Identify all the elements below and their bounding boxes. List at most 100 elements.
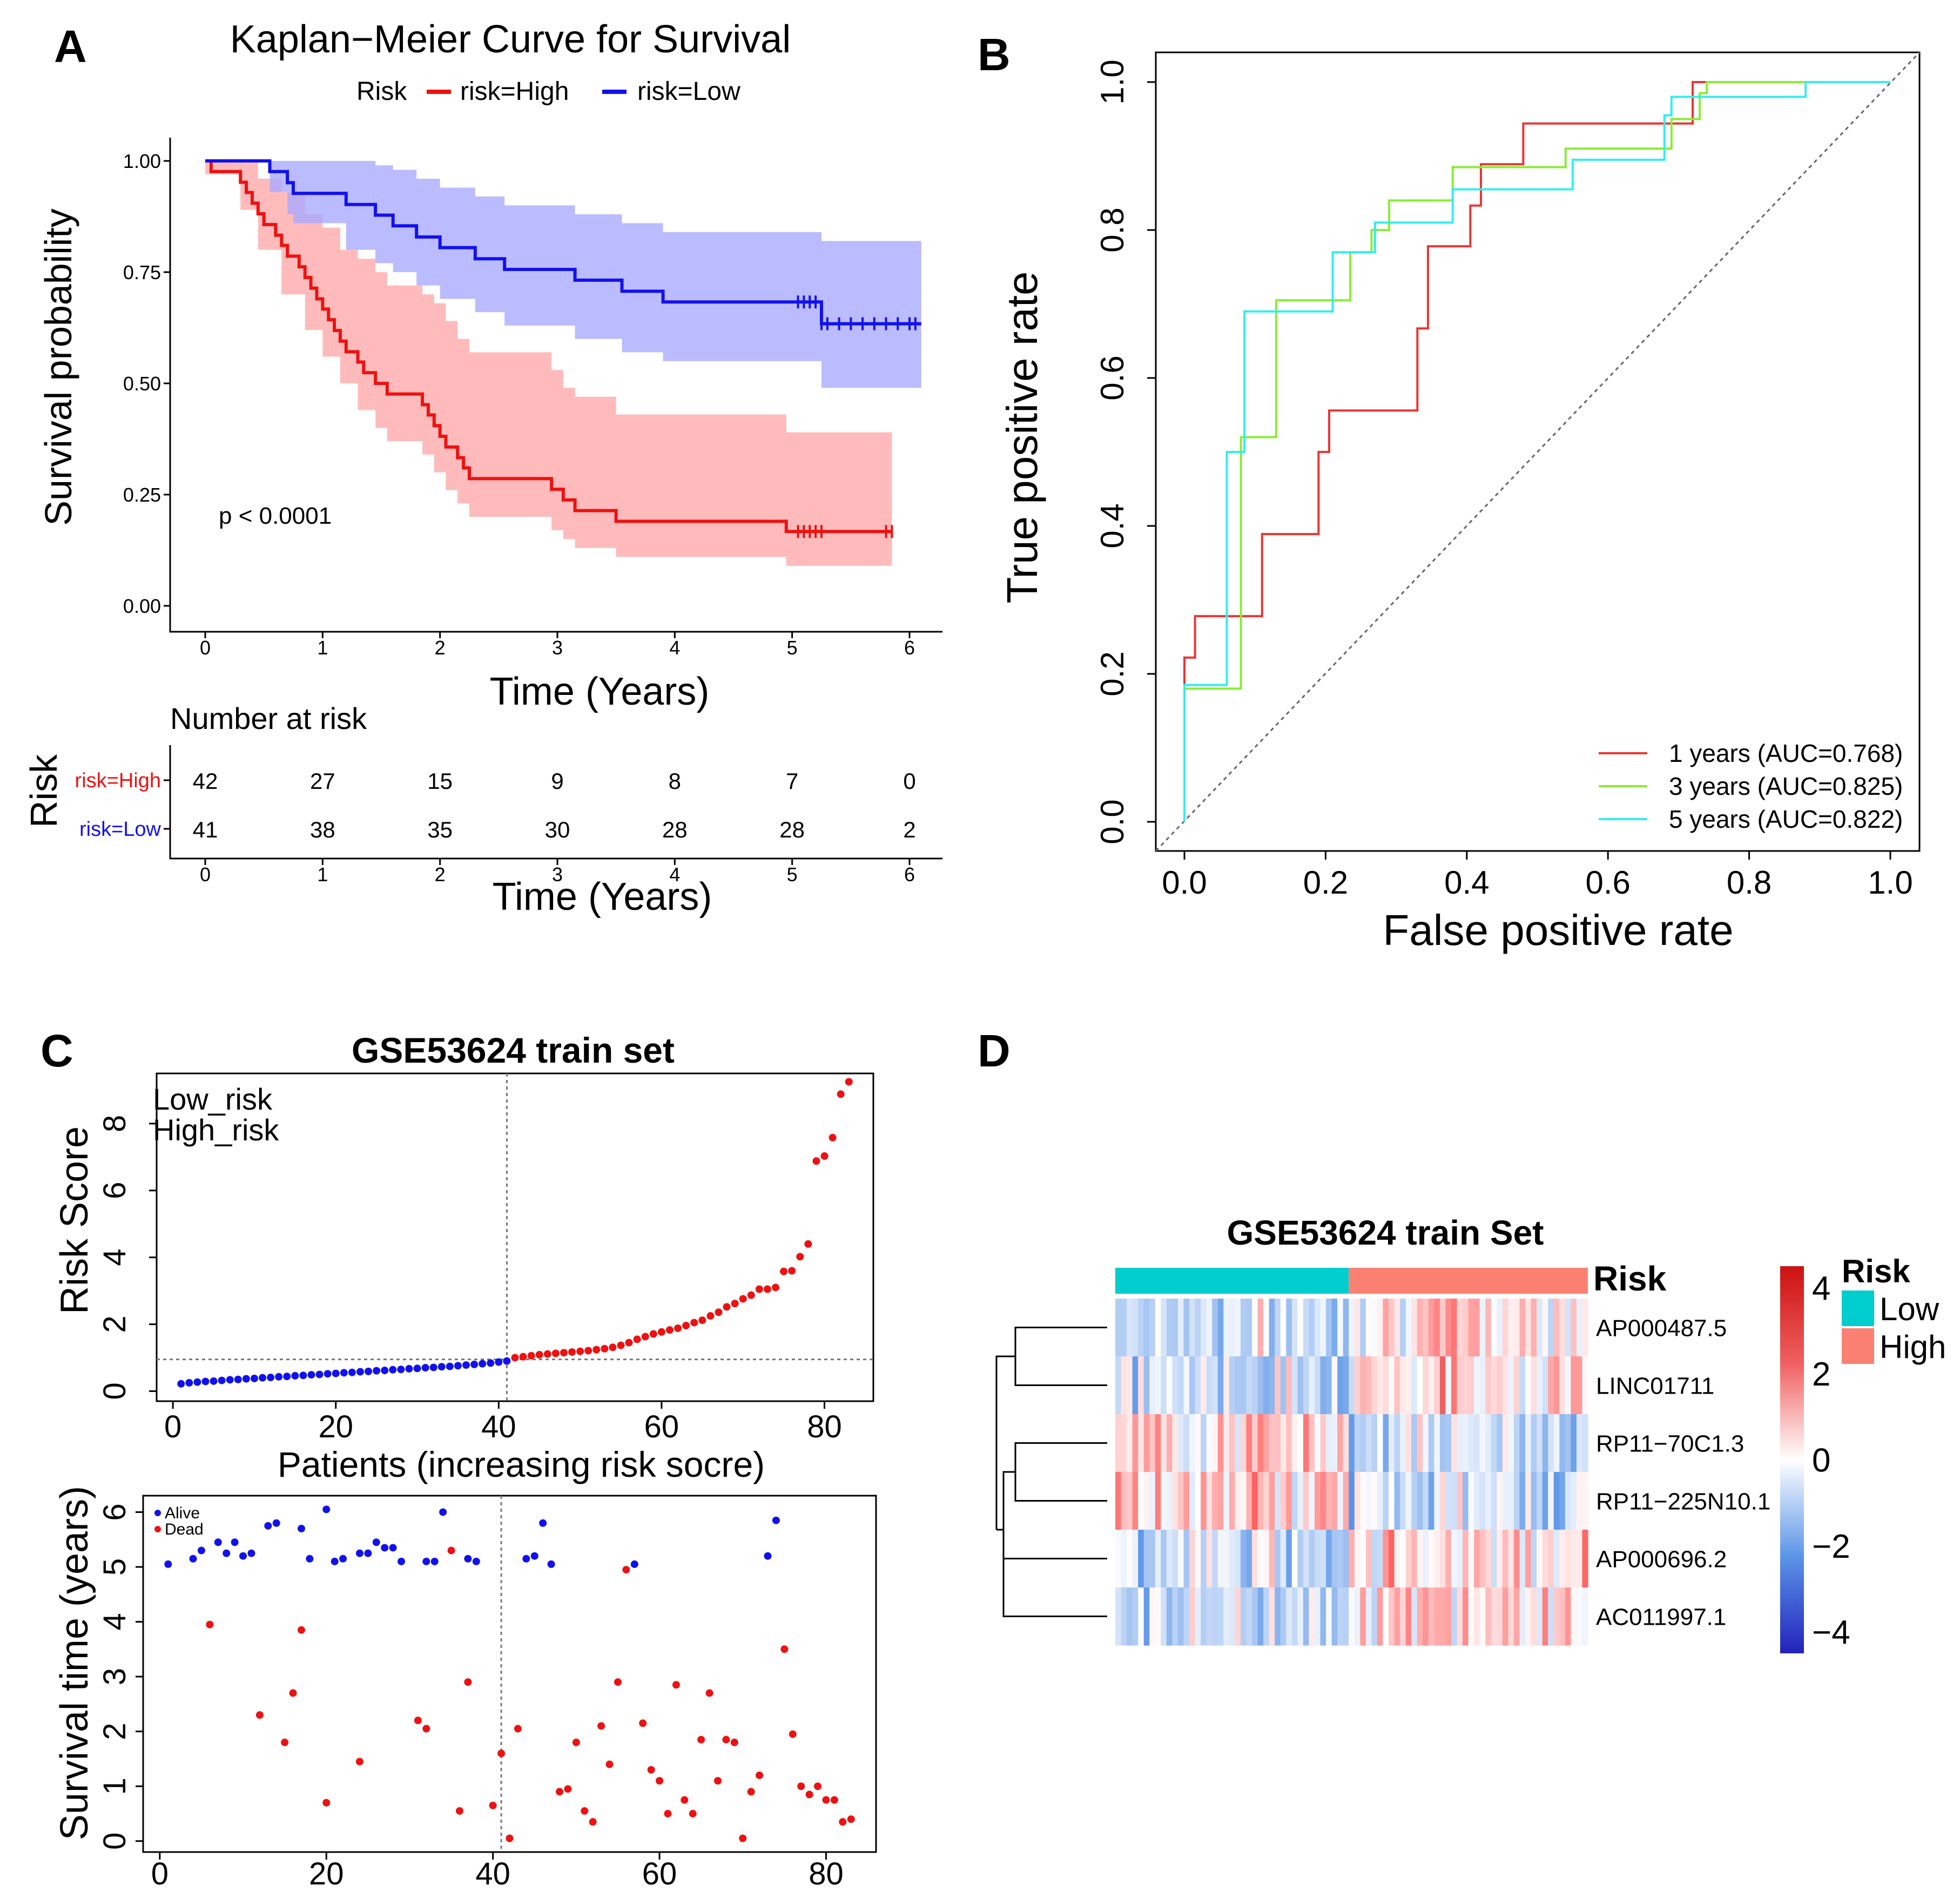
heatmap-cell bbox=[1183, 1356, 1190, 1415]
heatmap-cell bbox=[1389, 1299, 1395, 1357]
heatmap-cell bbox=[1177, 1299, 1184, 1357]
roc-curve-3 bbox=[1183, 81, 1890, 822]
heatmap-cell bbox=[1127, 1414, 1133, 1472]
roc-xtick-label: 0.2 bbox=[1303, 864, 1348, 901]
heatmap-cell bbox=[1206, 1530, 1213, 1588]
heatmap-cell bbox=[1405, 1299, 1412, 1357]
heatmap-cell bbox=[1491, 1356, 1497, 1415]
heatmap-cell bbox=[1354, 1530, 1360, 1588]
heatmap-cell bbox=[1314, 1414, 1321, 1472]
heatmap-cell bbox=[1309, 1472, 1315, 1530]
risk-score-point-low bbox=[201, 1377, 210, 1386]
survival-xtick-label: 80 bbox=[809, 1856, 844, 1891]
heatmap-cell bbox=[1275, 1414, 1281, 1472]
heatmap-cell bbox=[1445, 1587, 1452, 1646]
heatmap-cell bbox=[1121, 1472, 1127, 1530]
heatmap-cell bbox=[1343, 1472, 1349, 1530]
heatmap-cell bbox=[1463, 1414, 1469, 1472]
heatmap-cell bbox=[1423, 1587, 1429, 1646]
heatmap-cell bbox=[1519, 1530, 1526, 1588]
roc-legend-entry: 3 years (AUC=0.825) bbox=[1669, 772, 1903, 800]
survival-point-dead bbox=[747, 1788, 755, 1796]
heatmap-cell bbox=[1235, 1472, 1241, 1530]
heatmap-cell bbox=[1337, 1472, 1344, 1530]
heatmap-cell bbox=[1349, 1356, 1355, 1415]
heatmap-cell bbox=[1394, 1587, 1400, 1646]
survival-point-dead bbox=[681, 1796, 689, 1804]
heatmap-cell bbox=[1331, 1472, 1338, 1530]
survival-ytick-label: 4 bbox=[97, 1613, 132, 1630]
survival-point-alive bbox=[630, 1560, 638, 1568]
heatmap-cell bbox=[1326, 1414, 1332, 1472]
survival-point-alive bbox=[530, 1552, 538, 1560]
survival-xtick-label: 20 bbox=[309, 1856, 344, 1891]
heatmap-cell bbox=[1559, 1587, 1566, 1646]
heatmap-cell bbox=[1354, 1299, 1360, 1357]
heatmap-cell bbox=[1428, 1414, 1434, 1472]
heatmap-cell bbox=[1428, 1299, 1434, 1357]
risk-table-count: 42 bbox=[193, 768, 218, 794]
survival-xtick-label: 40 bbox=[475, 1856, 510, 1891]
heatmap-cell bbox=[1183, 1587, 1190, 1646]
heatmap-cell bbox=[1565, 1472, 1571, 1530]
risk-score-point-low bbox=[437, 1363, 446, 1371]
heatmap-cell bbox=[1531, 1414, 1537, 1472]
survival-point-dead bbox=[255, 1711, 264, 1719]
roc-chart: 0.0 0.0 0.2 0.2 0.4 0.4 0.6 0.6 0.8 0.8 1.0 1.0 1 ye… bbox=[998, 51, 1921, 954]
risk-score-point-low bbox=[185, 1379, 193, 1387]
heatmap-cell bbox=[1531, 1587, 1537, 1646]
heatmap-cell bbox=[1400, 1472, 1406, 1530]
heatmap-cell bbox=[1542, 1356, 1548, 1415]
heatmap-cell bbox=[1485, 1530, 1492, 1588]
heatmap-cell bbox=[1389, 1587, 1395, 1646]
heatmap-group-legend-high: High bbox=[1880, 1329, 1946, 1365]
risk-score-point-low bbox=[462, 1361, 470, 1369]
heatmap-cell bbox=[1491, 1530, 1497, 1588]
heatmap-cell bbox=[1548, 1356, 1554, 1415]
roc-ytick-label: 1.0 bbox=[1094, 59, 1130, 104]
heatmap-cell bbox=[1206, 1299, 1213, 1357]
heatmap-cell bbox=[1269, 1472, 1275, 1530]
km-axes bbox=[169, 138, 942, 633]
heatmap-cell bbox=[1257, 1587, 1264, 1646]
heatmap-cell bbox=[1360, 1530, 1366, 1588]
heatmap-cell bbox=[1417, 1530, 1423, 1588]
heatmap-cell bbox=[1576, 1472, 1583, 1530]
heatmap-cell bbox=[1183, 1472, 1190, 1530]
survival-point-dead bbox=[847, 1815, 855, 1823]
heatmap-cell bbox=[1377, 1356, 1384, 1415]
heatmap-cell bbox=[1246, 1299, 1252, 1357]
heatmap-cell bbox=[1155, 1299, 1161, 1357]
risk-score-point-low bbox=[470, 1360, 479, 1368]
survival-legend-dead-marker bbox=[154, 1526, 161, 1532]
heatmap-cell bbox=[1400, 1587, 1406, 1646]
risk-table-xtick-label: 3 bbox=[552, 863, 563, 886]
heatmap-cell bbox=[1269, 1587, 1275, 1646]
roc-legend-entry: 1 years (AUC=0.768) bbox=[1669, 739, 1903, 767]
risk-score-point-high bbox=[739, 1295, 747, 1303]
survival-point-dead bbox=[722, 1735, 730, 1744]
heatmap-cell bbox=[1468, 1472, 1474, 1530]
heatmap-cell bbox=[1189, 1472, 1196, 1530]
risk-table-xtick-label: 2 bbox=[435, 863, 446, 886]
heatmap-cell bbox=[1548, 1472, 1554, 1530]
heatmap-cell bbox=[1383, 1356, 1389, 1415]
heatmap-cell bbox=[1553, 1530, 1560, 1588]
heatmap-cell bbox=[1314, 1356, 1321, 1415]
heatmap-cell bbox=[1360, 1299, 1366, 1357]
roc-ytick-label: 0.6 bbox=[1094, 355, 1130, 400]
heatmap-cell bbox=[1451, 1299, 1458, 1357]
heatmap-cell bbox=[1297, 1472, 1304, 1530]
km-xtick-label: 4 bbox=[669, 637, 680, 659]
risk-score-point-low bbox=[259, 1374, 267, 1382]
heatmap-cell bbox=[1439, 1587, 1446, 1646]
heatmap-cell bbox=[1360, 1587, 1366, 1646]
heatmap-cell bbox=[1525, 1587, 1532, 1646]
heatmap-cell bbox=[1155, 1414, 1161, 1472]
heatmap-cell bbox=[1439, 1299, 1446, 1357]
risk-score-xtick-label: 0 bbox=[164, 1409, 181, 1444]
heatmap-cell bbox=[1502, 1356, 1509, 1415]
heatmap-colorbar-tick-label: 2 bbox=[1812, 1356, 1830, 1393]
heatmap-cell bbox=[1582, 1414, 1588, 1472]
heatmap-cell bbox=[1445, 1356, 1452, 1415]
